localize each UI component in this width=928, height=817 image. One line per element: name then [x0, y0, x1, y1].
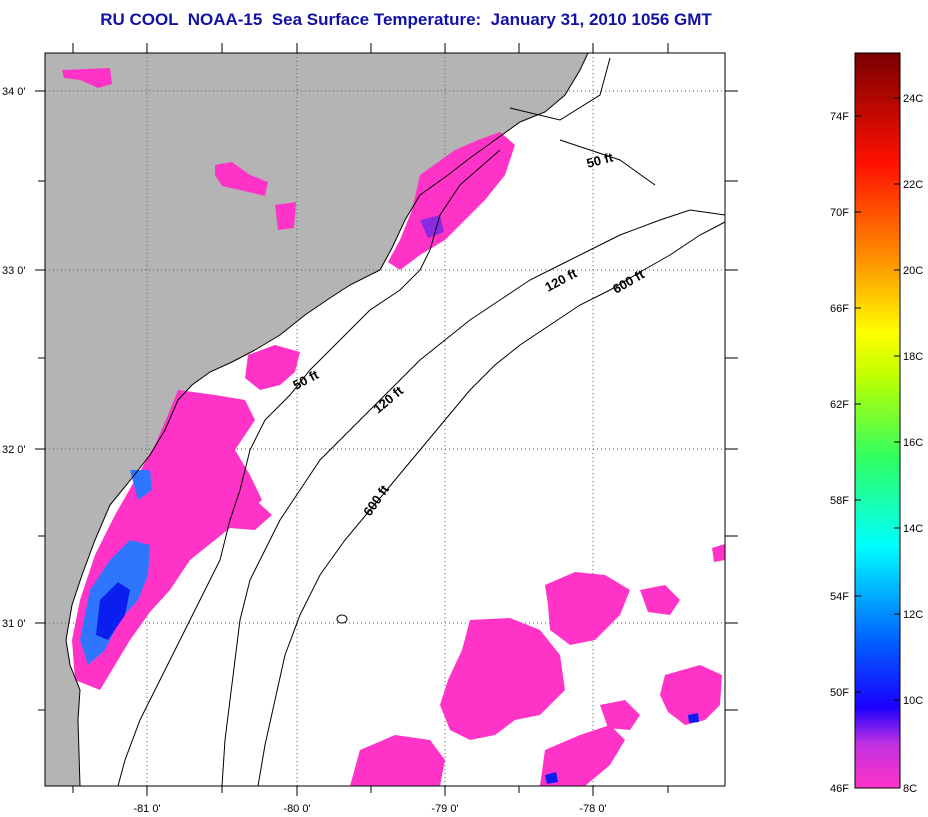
colorbar-ticks — [855, 97, 900, 701]
cbar-f-46: 46F — [830, 783, 849, 795]
lon-label-81: -81 0' — [133, 803, 160, 815]
cbar-f-58: 58F — [830, 495, 849, 507]
cbar-c-12: 12C — [903, 609, 923, 621]
colorbar: 74F 70F 66F 62F 58F 54F 50F 46F 24C 22C … — [830, 52, 923, 795]
lon-label-79: -79 0' — [431, 803, 458, 815]
cbar-f-50: 50F — [830, 687, 849, 699]
lat-lon-grid — [45, 53, 725, 786]
map-panel: 50 ft 50 ft 120 ft 120 ft 600 ft 600 ft — [45, 53, 725, 786]
cbar-c-18: 18C — [903, 351, 923, 363]
cbar-c-20: 20C — [903, 265, 923, 277]
contour-label-50ft-north: 50 ft — [585, 149, 615, 171]
contour-50ft — [117, 57, 656, 786]
colorbar-fahrenheit-labels: 74F 70F 66F 62F 58F 54F 50F 46F — [830, 111, 849, 795]
latitude-labels: 34 0' 33 0' 32 0' 31 0' — [2, 86, 26, 630]
cbar-f-66: 66F — [830, 303, 849, 315]
land-mass — [45, 53, 588, 786]
map-title: RU COOL NOAA-15 Sea Surface Temperature:… — [100, 10, 712, 29]
contour-600ft — [257, 221, 725, 786]
colorbar-gradient — [854, 52, 901, 789]
cbar-c-10: 10C — [903, 695, 923, 707]
cbar-c-14: 14C — [903, 523, 923, 535]
sst-pixels-10-12c — [80, 215, 699, 784]
colorbar-celsius-labels: 24C 22C 20C 18C 16C 14C 12C 10C 8C — [903, 93, 923, 795]
cbar-c-8: 8C — [903, 783, 917, 795]
cbar-f-74: 74F — [830, 111, 849, 123]
map-ticks — [35, 43, 738, 796]
cbar-c-24: 24C — [903, 93, 923, 105]
contour-120ft — [221, 209, 725, 786]
bathymetry-contours — [117, 57, 725, 786]
cbar-f-62: 62F — [830, 399, 849, 411]
cbar-f-54: 54F — [830, 591, 849, 603]
longitude-labels: -81 0' -80 0' -79 0' -78 0' — [133, 803, 606, 815]
lat-label-32: 32 0' — [2, 444, 26, 456]
cbar-c-22: 22C — [903, 179, 923, 191]
lat-label-34: 34 0' — [2, 86, 26, 98]
lat-label-33: 33 0' — [2, 265, 26, 277]
cbar-c-16: 16C — [903, 437, 923, 449]
lat-label-31: 31 0' — [2, 618, 26, 630]
lon-label-80: -80 0' — [283, 803, 310, 815]
map-frame — [44, 52, 726, 787]
cbar-f-70: 70F — [830, 207, 849, 219]
lon-label-78: -78 0' — [579, 803, 606, 815]
coastline — [65, 53, 589, 786]
